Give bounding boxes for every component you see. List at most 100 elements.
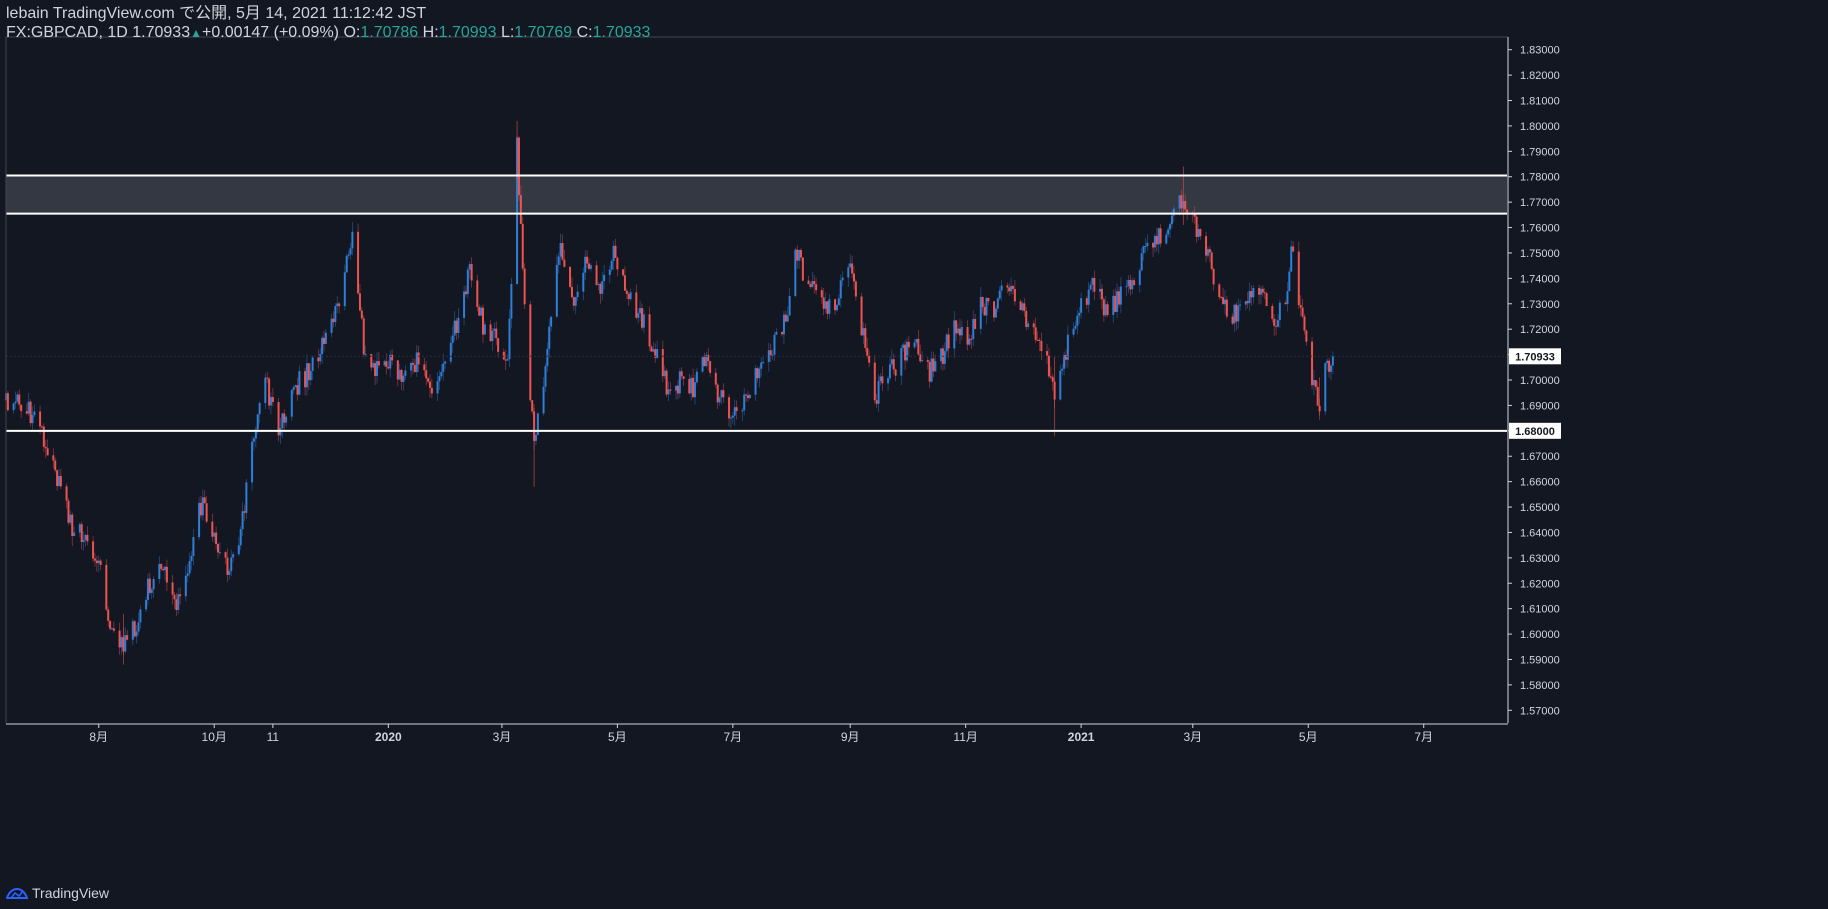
candle-body: [232, 554, 235, 558]
candle-body: [781, 331, 784, 335]
candle-body: [690, 377, 693, 394]
candle-body: [1040, 341, 1043, 352]
candle-body: [635, 292, 638, 318]
candle-body: [268, 378, 271, 406]
candle-body: [1006, 285, 1009, 288]
candle-body: [860, 296, 863, 336]
candle-body: [917, 338, 920, 355]
candle-body: [1199, 228, 1202, 237]
candle-body: [497, 338, 500, 352]
candle-body: [362, 318, 365, 355]
candle-body: [1220, 297, 1223, 299]
close-label: C:: [576, 24, 593, 41]
candle-body: [1023, 303, 1026, 312]
candle-body: [145, 599, 148, 610]
candle-body: [1008, 287, 1011, 292]
candle-body: [466, 269, 469, 295]
symbol-label[interactable]: FX:GBPCAD, 1D: [6, 24, 128, 41]
candle-body: [1222, 297, 1225, 305]
candle-body: [65, 486, 68, 501]
candle-body: [52, 455, 55, 461]
candle-body: [902, 344, 905, 349]
candle-body: [93, 558, 96, 561]
candle-body: [1314, 380, 1317, 387]
candle-body: [112, 628, 115, 631]
candle-body: [731, 415, 734, 418]
candle-body: [86, 534, 89, 542]
x-axis[interactable]: 8月 10月 11 2020 3月 5月 7月 9月 11月 2021 3月 5月 7月: [89, 724, 1433, 744]
candle-body: [1261, 288, 1264, 293]
candle-body: [678, 371, 681, 394]
candle-body: [377, 361, 380, 366]
candle-body: [230, 557, 233, 572]
candle-body: [796, 249, 799, 261]
candle-body: [56, 470, 59, 487]
candle-body: [29, 401, 32, 424]
candle-body: [953, 320, 956, 349]
candle-body: [1303, 316, 1306, 331]
candle-body: [438, 376, 441, 382]
candle-body: [1275, 325, 1278, 327]
candle-body: [692, 377, 695, 398]
candle-body: [413, 364, 416, 373]
candle-body: [131, 621, 134, 640]
x-tick-label: 10月: [202, 730, 227, 744]
candle-body: [799, 249, 802, 258]
candle-body: [360, 310, 363, 319]
candle-body: [930, 358, 933, 382]
candle-body: [483, 324, 486, 335]
candle-body: [835, 305, 838, 311]
candle-body: [1025, 311, 1028, 327]
candle-body: [464, 291, 467, 295]
candle-body: [1078, 312, 1081, 316]
candle-body: [1159, 228, 1162, 244]
candle-body: [188, 561, 191, 574]
candle-body: [813, 281, 816, 285]
candle-body: [998, 290, 1001, 299]
candle-body: [317, 357, 320, 362]
candle-body: [451, 335, 454, 343]
candle-body: [173, 594, 176, 600]
candle-body: [442, 363, 445, 372]
y-tick-label: 1.61000: [1520, 604, 1560, 616]
candle-body: [815, 284, 818, 291]
candle-body: [177, 594, 180, 610]
candle-body: [264, 377, 267, 403]
candle-body: [1085, 298, 1088, 305]
candle-body: [1036, 339, 1039, 341]
footer-brand[interactable]: TradingView: [6, 885, 109, 901]
candle-body: [983, 307, 986, 316]
candle-body: [1250, 291, 1253, 298]
candle-body: [1129, 279, 1132, 290]
candle-body: [150, 589, 153, 593]
candle-body: [1324, 363, 1327, 412]
candle-body: [311, 357, 314, 371]
candle-body: [283, 413, 286, 423]
candle-body: [120, 637, 123, 648]
candle-body: [374, 363, 377, 376]
candle-body: [614, 245, 617, 258]
resistance-zone[interactable]: [6, 175, 1507, 214]
candle-body: [430, 387, 433, 394]
chart-axes: [5, 36, 1509, 725]
y-tick-label: 1.80000: [1520, 121, 1560, 133]
y-axis[interactable]: 1.83000 1.82000 1.81000 1.80000 1.79000 1.780…: [1508, 45, 1560, 718]
candle-body: [95, 560, 98, 564]
candle-body: [769, 350, 772, 356]
candle-body: [383, 361, 386, 366]
candle-body: [703, 357, 706, 367]
y-tick-label: 1.70000: [1520, 375, 1560, 387]
candle-body: [1089, 284, 1092, 290]
candle-body: [266, 377, 269, 379]
candle-body: [707, 354, 710, 362]
candle-body: [199, 502, 202, 516]
candle-body: [616, 257, 619, 270]
x-tick-label: 8月: [89, 730, 108, 744]
candle-body: [1114, 295, 1117, 312]
candle-body: [1155, 235, 1158, 245]
candle-body: [824, 301, 827, 309]
y-tick-label: 1.73000: [1520, 299, 1560, 311]
candle-body: [934, 361, 937, 372]
candle-body: [746, 395, 749, 399]
